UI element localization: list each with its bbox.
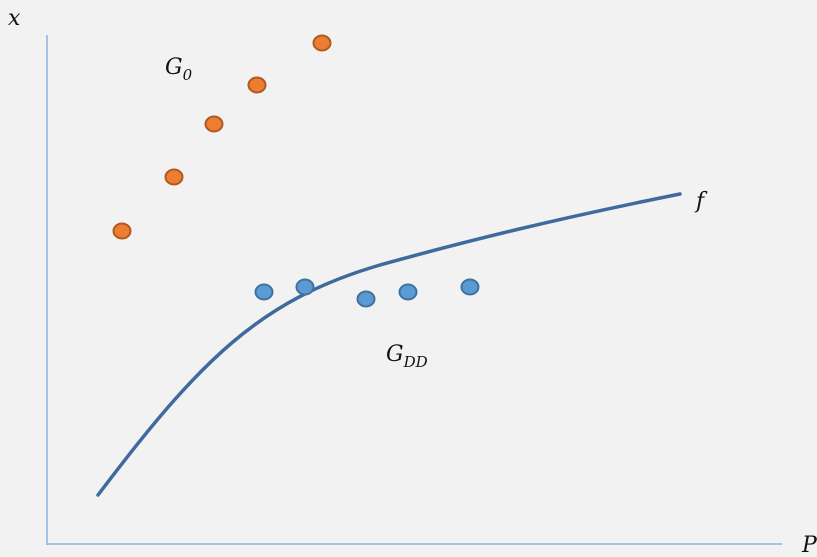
curve-f	[96, 192, 682, 497]
gdd-point	[398, 283, 418, 301]
g0-point	[247, 76, 267, 94]
group-gdd-points	[254, 278, 480, 308]
gdd-point	[460, 278, 480, 296]
g0-point	[312, 34, 332, 52]
group-g0-label-subscript: 0	[183, 66, 193, 84]
group-gdd-label: GDD	[386, 342, 428, 371]
gdd-point	[295, 278, 315, 296]
g0-point	[164, 168, 184, 186]
y-axis-label: x	[8, 6, 21, 31]
group-g0-label: G0	[165, 55, 193, 84]
g0-point	[204, 115, 224, 133]
group-g0-points	[112, 34, 332, 240]
gdd-point	[356, 290, 376, 308]
curve-f-label: f	[694, 189, 708, 214]
group-g0-label-base: G	[165, 55, 183, 80]
group-gdd-label-subscript: DD	[403, 353, 428, 371]
x-axis-label: P	[801, 533, 817, 557]
gdd-point	[254, 283, 274, 301]
g0-point	[112, 222, 132, 240]
group-gdd-label-base: G	[386, 342, 404, 367]
